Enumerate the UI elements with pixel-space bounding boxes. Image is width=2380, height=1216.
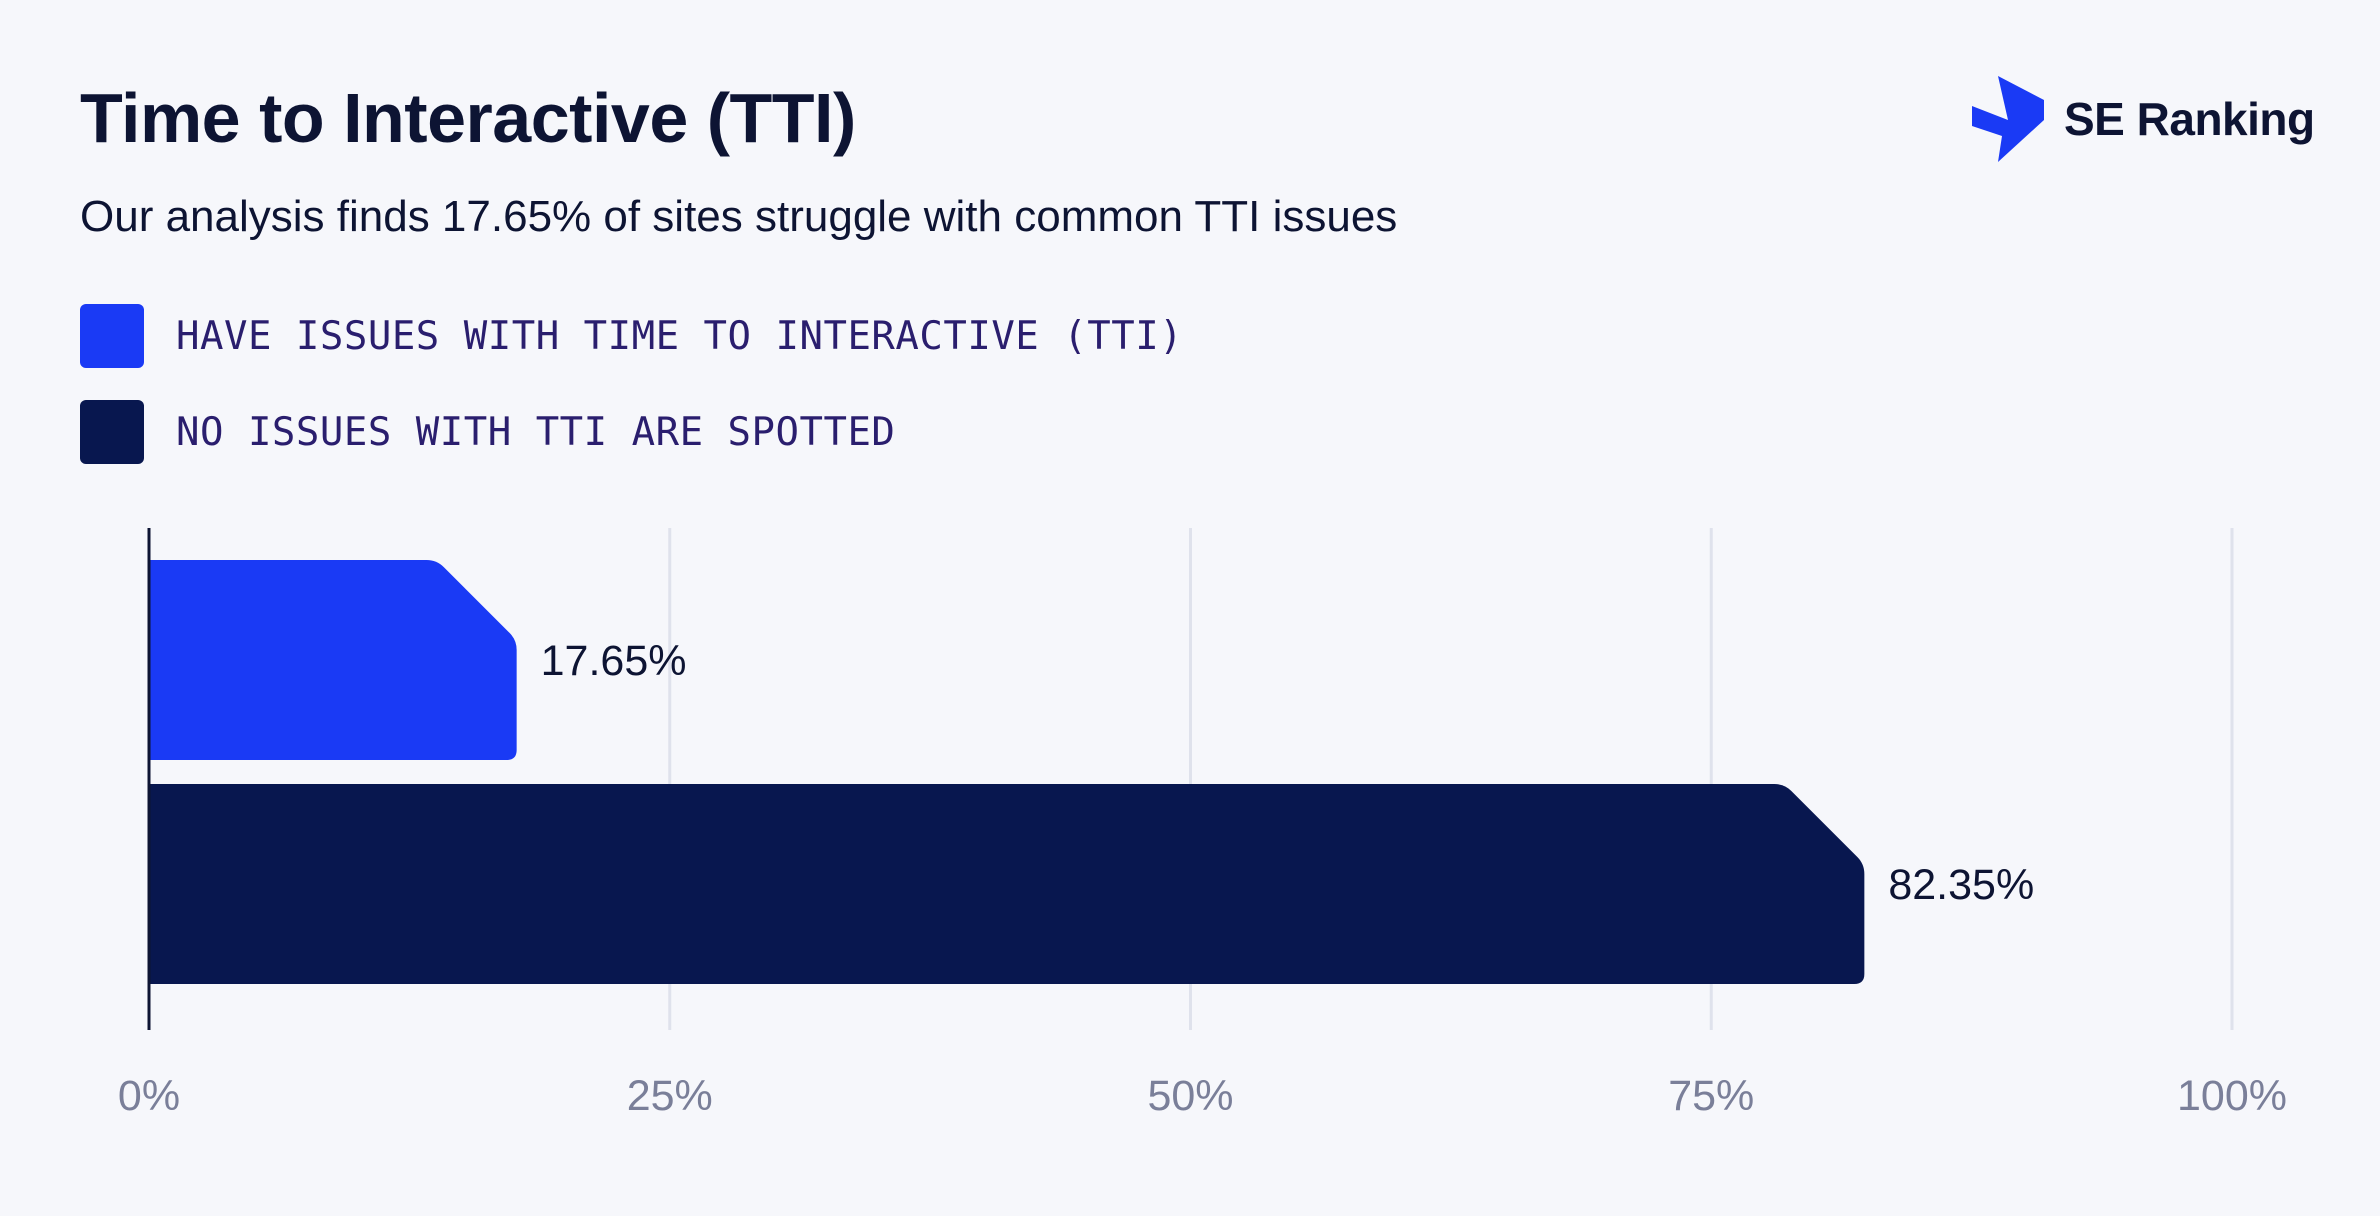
x-tick-label: 75% xyxy=(1668,1072,1754,1120)
legend-swatch xyxy=(80,304,144,368)
legend-label: NO ISSUES WITH TTI ARE SPOTTED xyxy=(176,409,896,455)
x-tick-label: 100% xyxy=(2177,1072,2287,1120)
bar-no-issues xyxy=(149,784,1865,984)
data-label: 82.35% xyxy=(1888,861,2034,909)
x-tick-label: 0% xyxy=(118,1072,180,1120)
brand-name: SE Ranking xyxy=(2064,93,2315,145)
page-title: Time to Interactive (TTI) xyxy=(80,79,856,157)
page-subtitle: Our analysis finds 17.65% of sites strug… xyxy=(80,192,1398,241)
legend-label: HAVE ISSUES WITH TIME TO INTERACTIVE (TT… xyxy=(176,313,1184,359)
legend-swatch xyxy=(80,400,144,464)
data-label: 17.65% xyxy=(541,637,687,685)
x-tick-label: 25% xyxy=(627,1072,713,1120)
bar-have-issues xyxy=(149,560,517,760)
se-ranking-lightning-icon xyxy=(1972,76,2044,162)
x-tick-label: 50% xyxy=(1147,1072,1233,1120)
legend-item-have-issues: HAVE ISSUES WITH TIME TO INTERACTIVE (TT… xyxy=(80,304,1183,368)
legend-item-no-issues: NO ISSUES WITH TTI ARE SPOTTED xyxy=(80,400,895,464)
brand-logo: SE Ranking xyxy=(1968,76,2315,162)
